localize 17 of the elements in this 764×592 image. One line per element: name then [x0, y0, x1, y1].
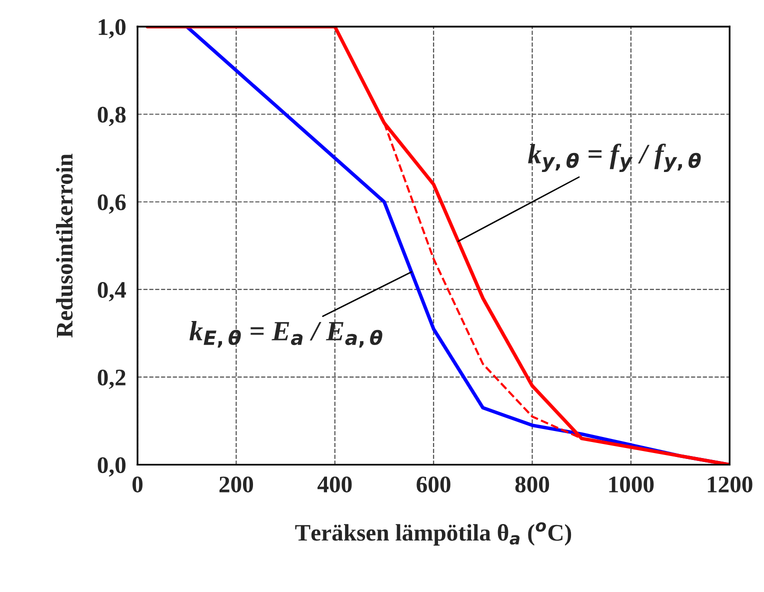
- x-tick-label: 800: [515, 476, 550, 492]
- y-tick-label: 0,2: [98, 370, 126, 389]
- x-axis-title: Teräksen lämpötila θ$_{a}$ ($^{o}$C): [295, 522, 572, 546]
- y-tick-label: 1,0: [98, 19, 126, 38]
- x-tick-label: 1000: [609, 476, 654, 492]
- y-tick-label: 0,6: [98, 194, 126, 214]
- y-tick-label: 0,8: [98, 106, 126, 126]
- annotation: k$_{E,θ}$ = E$_{a}$ / E$_{a,θ}$: [190, 320, 382, 348]
- y-tick-label: 0,4: [98, 282, 126, 302]
- x-tick-label: 200: [219, 476, 254, 492]
- x-tick-label: 400: [318, 476, 352, 492]
- y-tick-label: 0,0: [98, 457, 126, 477]
- annotation: k$_{y,θ}$ = f$_{y}$ / f$_{y,θ}$: [528, 144, 701, 172]
- x-tick-label: 1200: [708, 476, 752, 492]
- x-tick-label: 600: [416, 476, 450, 492]
- x-tick-label: 0: [132, 476, 143, 492]
- y-axis-title: Redusointikerroin: [56, 154, 73, 338]
